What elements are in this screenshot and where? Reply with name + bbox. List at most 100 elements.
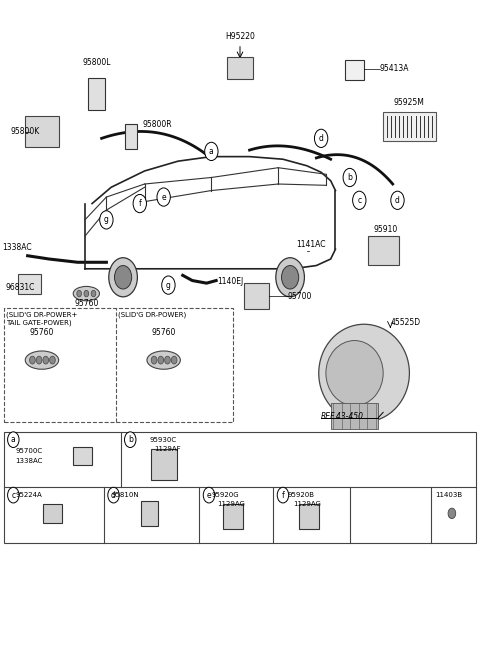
Circle shape xyxy=(151,356,157,364)
Text: g: g xyxy=(166,280,171,290)
Circle shape xyxy=(115,265,132,289)
Text: 95700: 95700 xyxy=(288,291,312,301)
Circle shape xyxy=(124,432,136,447)
Circle shape xyxy=(84,290,89,297)
Text: g: g xyxy=(104,215,109,225)
FancyBboxPatch shape xyxy=(141,501,157,526)
Circle shape xyxy=(203,487,215,503)
Circle shape xyxy=(171,356,177,364)
Text: 95930C: 95930C xyxy=(149,437,177,443)
Ellipse shape xyxy=(25,351,59,369)
Circle shape xyxy=(43,356,48,364)
Circle shape xyxy=(157,188,170,206)
Circle shape xyxy=(91,290,96,297)
Text: H95220: H95220 xyxy=(225,31,255,41)
Text: 95800K: 95800K xyxy=(11,127,40,136)
Text: e: e xyxy=(161,193,166,202)
Text: 1129AF: 1129AF xyxy=(154,446,181,452)
Text: a: a xyxy=(209,147,214,156)
FancyBboxPatch shape xyxy=(125,124,137,149)
Bar xyxy=(18,274,40,293)
Circle shape xyxy=(133,195,146,213)
Text: b: b xyxy=(348,173,352,182)
Ellipse shape xyxy=(73,286,99,301)
FancyBboxPatch shape xyxy=(299,504,319,529)
FancyBboxPatch shape xyxy=(151,449,177,480)
Bar xyxy=(4,432,476,543)
Text: 95920G: 95920G xyxy=(211,492,239,498)
Circle shape xyxy=(158,356,164,364)
FancyBboxPatch shape xyxy=(345,60,364,80)
Ellipse shape xyxy=(319,324,409,422)
Bar xyxy=(244,283,269,309)
Text: f: f xyxy=(138,199,141,208)
Circle shape xyxy=(8,432,19,447)
Circle shape xyxy=(448,508,456,519)
Circle shape xyxy=(281,265,299,289)
Circle shape xyxy=(162,276,175,294)
Text: d: d xyxy=(111,491,116,500)
Circle shape xyxy=(77,290,82,297)
Text: 95413A: 95413A xyxy=(380,64,409,73)
Text: e: e xyxy=(207,491,211,500)
Text: f: f xyxy=(282,491,284,500)
Circle shape xyxy=(314,129,328,147)
Circle shape xyxy=(276,257,304,297)
Bar xyxy=(4,308,233,422)
FancyBboxPatch shape xyxy=(43,504,62,523)
Text: 1140EJ: 1140EJ xyxy=(217,277,243,286)
Circle shape xyxy=(165,356,170,364)
Bar xyxy=(383,112,436,141)
Text: 95810N: 95810N xyxy=(111,492,139,498)
Text: 95760: 95760 xyxy=(30,328,54,337)
Text: 11403B: 11403B xyxy=(436,492,463,498)
Text: 1129AG: 1129AG xyxy=(293,501,321,507)
Text: REF.43-450: REF.43-450 xyxy=(321,413,364,421)
Text: d: d xyxy=(319,134,324,143)
FancyBboxPatch shape xyxy=(223,504,243,529)
Text: c: c xyxy=(11,491,15,500)
Text: 1141AC: 1141AC xyxy=(296,240,326,248)
Text: 95700C: 95700C xyxy=(16,449,43,455)
Circle shape xyxy=(108,487,119,503)
Text: 95925M: 95925M xyxy=(394,98,425,107)
Ellipse shape xyxy=(147,351,180,369)
Bar xyxy=(227,56,253,79)
Text: 1129AG: 1129AG xyxy=(217,501,245,507)
Text: 95224A: 95224A xyxy=(16,492,42,498)
Text: 1338AC: 1338AC xyxy=(2,243,32,252)
Ellipse shape xyxy=(326,341,383,405)
Circle shape xyxy=(391,191,404,210)
Circle shape xyxy=(30,356,35,364)
Text: 96831C: 96831C xyxy=(5,282,35,291)
Text: (SLID'G DR-POWER): (SLID'G DR-POWER) xyxy=(118,311,187,318)
Text: c: c xyxy=(357,196,361,205)
Text: d: d xyxy=(395,196,400,205)
Text: 95800R: 95800R xyxy=(142,119,172,128)
Text: 95800L: 95800L xyxy=(83,58,111,67)
Circle shape xyxy=(109,257,137,297)
Text: (SLID'G DR-POWER+: (SLID'G DR-POWER+ xyxy=(6,311,78,318)
Text: 95920B: 95920B xyxy=(288,492,315,498)
Circle shape xyxy=(353,191,366,210)
Circle shape xyxy=(100,211,113,229)
Circle shape xyxy=(277,487,288,503)
Bar xyxy=(331,403,378,428)
Circle shape xyxy=(8,487,19,503)
Text: 95760: 95760 xyxy=(74,299,98,309)
Text: a: a xyxy=(11,435,16,444)
Circle shape xyxy=(49,356,55,364)
Circle shape xyxy=(343,168,357,187)
Text: TAIL GATE-POWER): TAIL GATE-POWER) xyxy=(6,319,72,326)
Circle shape xyxy=(204,142,218,160)
FancyBboxPatch shape xyxy=(88,79,105,109)
Text: 95910: 95910 xyxy=(373,225,398,234)
FancyBboxPatch shape xyxy=(73,447,92,465)
Text: 95760: 95760 xyxy=(152,328,176,337)
Bar xyxy=(25,116,59,147)
Text: 45525D: 45525D xyxy=(390,318,420,327)
Circle shape xyxy=(36,356,42,364)
Text: b: b xyxy=(128,435,132,444)
Text: 1338AC: 1338AC xyxy=(16,458,43,464)
Bar xyxy=(368,236,399,265)
